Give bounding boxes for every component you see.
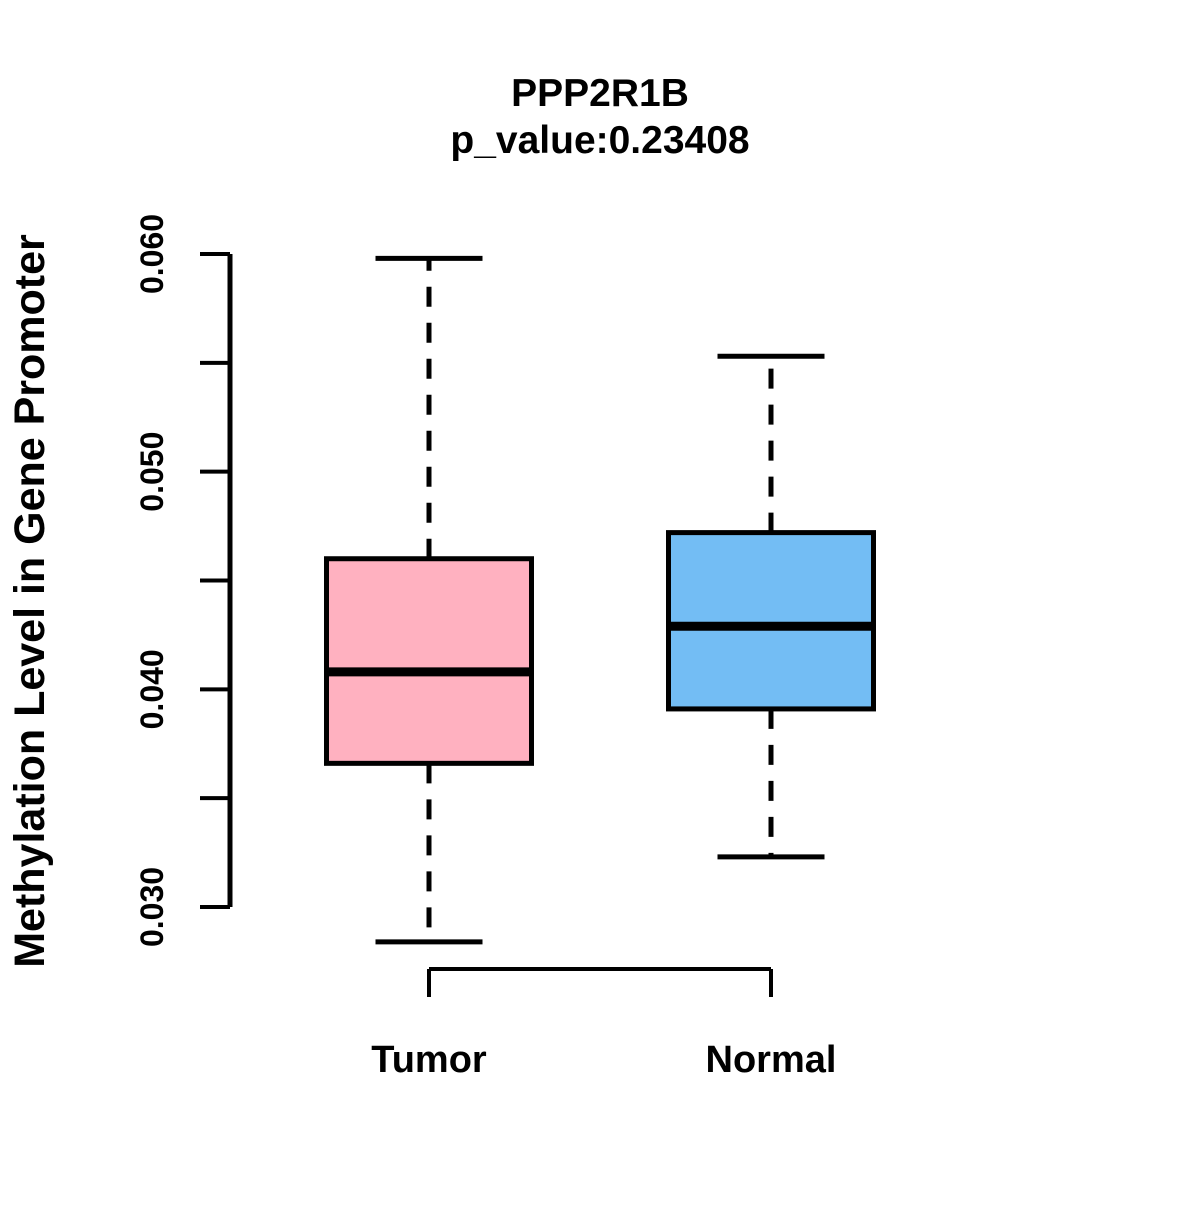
y-axis-tick-label: 0.050 [134, 432, 170, 512]
chart-title: PPP2R1B [511, 72, 689, 115]
x-axis-label-tumor: Tumor [371, 1039, 487, 1081]
tumor-box [324, 556, 534, 766]
chart-subtitle: p_value:0.23408 [450, 119, 749, 162]
y-axis-tick-label: 0.030 [134, 867, 170, 947]
x-axis-label-normal: Normal [706, 1039, 837, 1081]
y-axis-tick-label: 0.060 [134, 214, 170, 294]
y-axis-title: Methylation Level in Gene Promoter [6, 234, 54, 968]
normal-box [666, 530, 876, 712]
y-axis-tick-label: 0.040 [134, 649, 170, 729]
